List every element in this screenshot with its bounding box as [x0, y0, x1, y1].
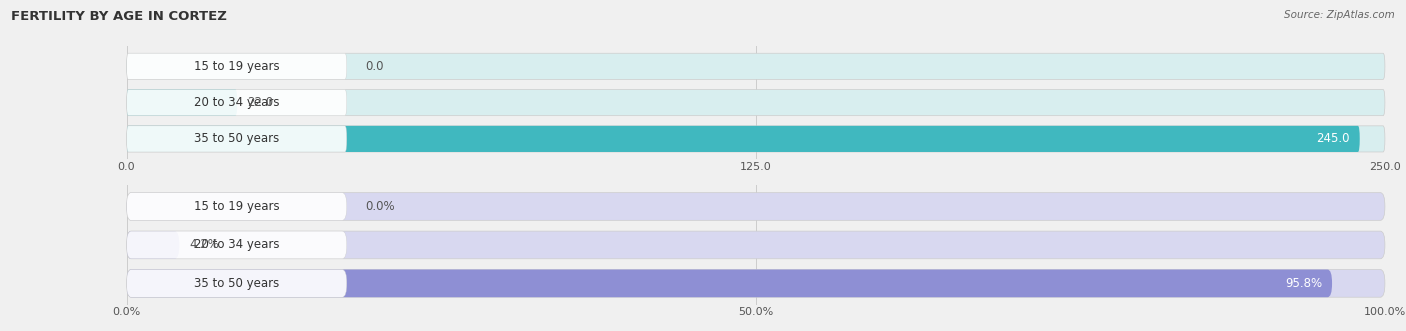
Text: 20 to 34 years: 20 to 34 years [194, 96, 280, 109]
FancyBboxPatch shape [127, 90, 347, 116]
FancyBboxPatch shape [127, 269, 1385, 297]
FancyBboxPatch shape [127, 193, 1385, 220]
Text: 22.0: 22.0 [247, 96, 274, 109]
Text: 15 to 19 years: 15 to 19 years [194, 200, 280, 213]
FancyBboxPatch shape [127, 269, 347, 297]
FancyBboxPatch shape [127, 126, 1360, 152]
Text: Source: ZipAtlas.com: Source: ZipAtlas.com [1284, 10, 1395, 20]
Text: 0.0: 0.0 [366, 60, 384, 73]
Text: 0.0%: 0.0% [366, 200, 395, 213]
Text: 245.0: 245.0 [1316, 132, 1350, 145]
FancyBboxPatch shape [127, 90, 238, 116]
Text: 15 to 19 years: 15 to 19 years [194, 60, 280, 73]
Text: 95.8%: 95.8% [1285, 277, 1322, 290]
FancyBboxPatch shape [127, 193, 347, 220]
Text: FERTILITY BY AGE IN CORTEZ: FERTILITY BY AGE IN CORTEZ [11, 10, 228, 23]
FancyBboxPatch shape [127, 126, 1385, 152]
Text: 35 to 50 years: 35 to 50 years [194, 132, 280, 145]
FancyBboxPatch shape [127, 53, 1385, 79]
FancyBboxPatch shape [127, 126, 347, 152]
FancyBboxPatch shape [127, 231, 1385, 259]
Text: 20 to 34 years: 20 to 34 years [194, 238, 280, 252]
FancyBboxPatch shape [127, 231, 180, 259]
Text: 35 to 50 years: 35 to 50 years [194, 277, 280, 290]
FancyBboxPatch shape [127, 90, 1385, 116]
FancyBboxPatch shape [127, 231, 347, 259]
FancyBboxPatch shape [127, 269, 1331, 297]
Text: 4.2%: 4.2% [190, 238, 219, 252]
FancyBboxPatch shape [127, 53, 347, 79]
